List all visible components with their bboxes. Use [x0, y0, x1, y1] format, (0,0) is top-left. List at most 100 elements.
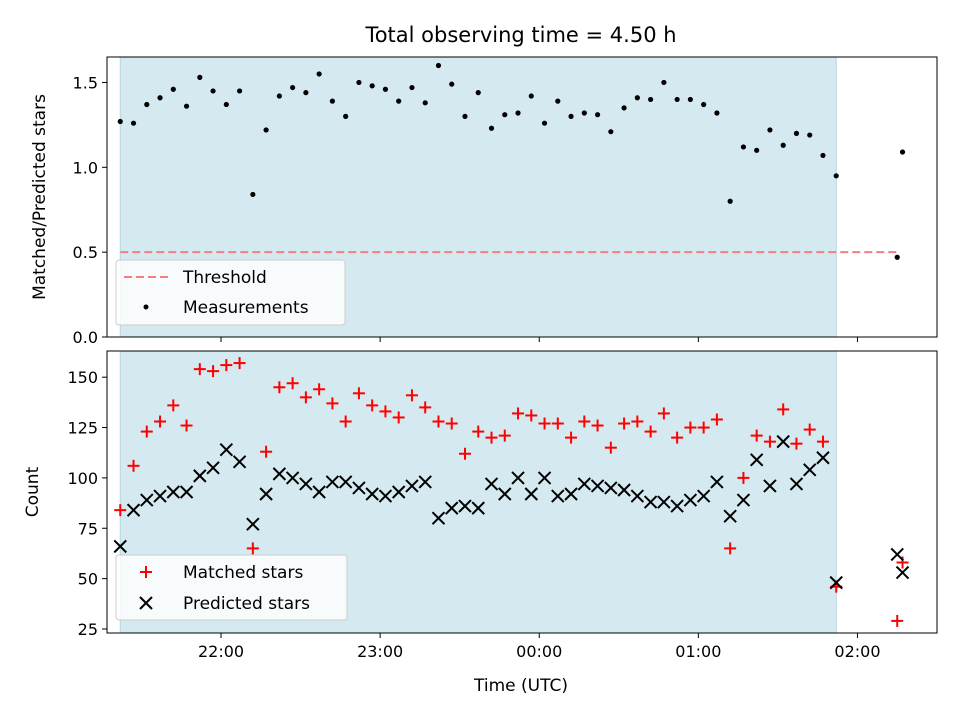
predicted-star-point [126, 503, 141, 517]
matched-star-point [777, 403, 790, 416]
predicted-star-point [445, 501, 459, 515]
legend-matched-swatch [140, 566, 152, 578]
y-tick-label: 1.0 [73, 158, 98, 177]
measurement-point [754, 147, 760, 153]
matched-star-point [710, 413, 723, 426]
measurement-point [303, 90, 309, 96]
measurement-point [594, 112, 601, 118]
measurement-point [833, 173, 839, 179]
predicted-star-point [537, 471, 552, 485]
matched-star-point [313, 383, 326, 396]
matched-star-point [737, 471, 750, 484]
matched-star-point [392, 411, 405, 424]
predicted-star-point [391, 485, 406, 499]
bottom-x-ticks: 22:00 23:00 00:00 01:00 02:00 [198, 633, 881, 661]
matched-star-point [273, 381, 286, 394]
measurement-point [290, 84, 296, 91]
measurement-point [793, 130, 800, 136]
matched-star-point [405, 389, 418, 402]
matched-star-point [790, 437, 803, 450]
measurement-point [462, 113, 468, 119]
bottom-axes-frame [106, 350, 938, 634]
predicted-star-point [206, 461, 220, 475]
measurement-point [621, 105, 627, 111]
legend-measurements-label: Measurements [183, 298, 309, 318]
predicted-star-point [378, 489, 393, 503]
y-tick-label: 0.5 [73, 243, 98, 262]
measurement-point [767, 127, 773, 133]
matched-star-point [525, 409, 538, 422]
predicted-star-point [153, 489, 167, 503]
matched-star-point [207, 365, 220, 378]
x-axis-label: Time (UTC) [473, 676, 568, 696]
measurement-point [475, 90, 481, 96]
predicted-star-point [166, 485, 181, 499]
y-tick-label: 100 [67, 469, 98, 488]
measurement-point [541, 120, 548, 126]
measurement-point [276, 93, 282, 99]
predicted-star-point [749, 453, 764, 467]
matched-star-point [697, 421, 710, 434]
measurement-points [117, 62, 906, 260]
measurement-point [236, 88, 243, 94]
measurement-point [568, 113, 574, 119]
y-tick-label: 0.0 [73, 328, 98, 347]
matched-star-point [684, 421, 697, 434]
measurement-point [144, 101, 150, 108]
measurement-point [329, 98, 335, 104]
predicted-star-point [312, 485, 326, 499]
measurement-point [608, 129, 614, 135]
measurement-point [197, 74, 203, 80]
matched-star-point [140, 425, 153, 438]
matched-star-point [724, 542, 737, 555]
measurement-point [343, 113, 349, 119]
matched-star-point [419, 401, 432, 414]
matched-star-point [631, 415, 644, 428]
predicted-star-point [816, 451, 830, 465]
measurement-point [369, 83, 375, 89]
matched-star-point [299, 391, 312, 404]
matched-star-point [472, 425, 485, 438]
predicted-star-point [259, 487, 273, 501]
matched-star-point [339, 415, 352, 428]
predicted-star-point [232, 455, 247, 469]
bottom-legend-box [115, 554, 348, 621]
matched-star-point [591, 419, 604, 432]
predicted-star-point [564, 487, 578, 501]
measurement-point [117, 118, 123, 125]
measurement-point [661, 79, 667, 86]
matched-star-point [180, 419, 193, 432]
y-tick-label: 150 [67, 368, 98, 387]
matched-star-point [750, 429, 763, 442]
measurement-point [263, 127, 269, 133]
top-x-ticks [220, 337, 858, 342]
matched-star-point [512, 407, 525, 420]
predicted-star-point [272, 467, 287, 481]
predicted-star-point [405, 479, 419, 493]
top-y-ticks: 0.0 0.5 1.0 1.5 [73, 73, 107, 347]
predicted-star-point [299, 477, 313, 491]
matched-star-point [671, 431, 684, 444]
predicted-star-point [617, 483, 631, 497]
predicted-star-point [590, 479, 605, 493]
predicted-star-point [696, 489, 711, 503]
measurement-point [502, 112, 508, 118]
predicted-star-point [219, 442, 234, 457]
chart-title: Total observing time = 4.50 h [364, 23, 676, 47]
matched-star-point [326, 397, 339, 410]
legend-matched-label: Matched stars [183, 563, 303, 583]
predicted-star-point [193, 469, 207, 483]
measurement-point [727, 198, 733, 204]
measurement-point [894, 254, 900, 260]
predicted-star-point [630, 489, 645, 503]
matched-star-point [193, 363, 206, 376]
matched-star-point [565, 431, 578, 444]
matched-star-point [657, 407, 670, 420]
matched-star-point [896, 556, 909, 569]
predicted-star-point [551, 489, 565, 503]
predicted-star-point [723, 509, 737, 523]
measurement-point [515, 110, 521, 116]
matched-star-point [432, 415, 445, 428]
matched-star-point [578, 415, 591, 428]
